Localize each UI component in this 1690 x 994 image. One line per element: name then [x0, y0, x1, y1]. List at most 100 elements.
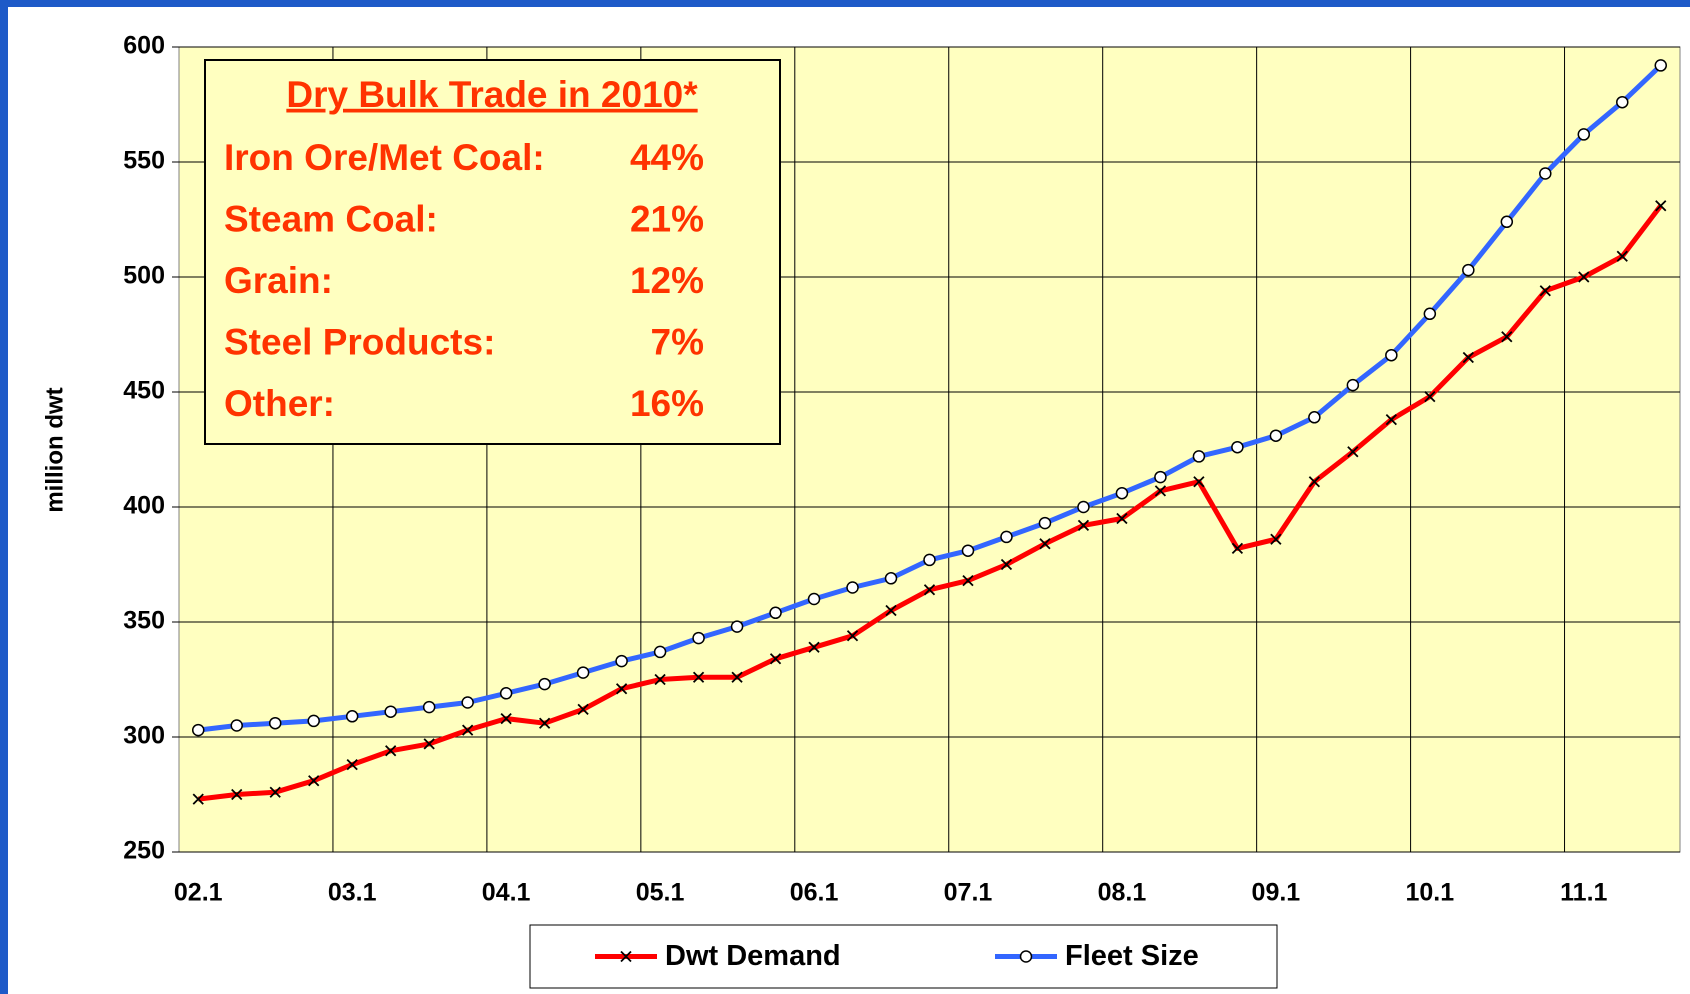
annotation-title: Dry Bulk Trade in 2010* — [286, 74, 698, 115]
marker — [1347, 446, 1359, 458]
annotation-label: Steel Products: — [224, 321, 495, 362]
x-tick-label: 04.1 — [482, 879, 531, 907]
marker — [538, 717, 551, 729]
marker — [620, 950, 632, 963]
marker — [962, 574, 974, 587]
x-tick-label: 11.1 — [1560, 879, 1607, 907]
marker — [1385, 413, 1397, 426]
y-tick-label: 600 — [123, 32, 165, 60]
marker — [846, 630, 859, 642]
marker — [1019, 950, 1033, 963]
y-tick-label: 250 — [123, 837, 165, 865]
marker — [1462, 263, 1475, 277]
marker — [538, 677, 551, 691]
y-tick-label: 500 — [123, 262, 165, 290]
marker — [1000, 530, 1013, 544]
marker — [499, 687, 513, 700]
marker — [384, 705, 397, 718]
x-tick-label: 09.1 — [1252, 879, 1301, 907]
marker — [1539, 167, 1552, 180]
marker — [731, 671, 743, 683]
marker — [1577, 128, 1591, 141]
marker — [1424, 390, 1436, 403]
x-tick-label: 10.1 — [1405, 879, 1454, 907]
legend-label: Dwt Demand — [665, 940, 841, 972]
marker — [1385, 348, 1398, 362]
marker — [231, 788, 243, 801]
marker — [1154, 470, 1167, 484]
annotation-value: 44% — [630, 137, 704, 178]
marker — [1192, 450, 1206, 463]
marker — [692, 631, 705, 645]
annotation-label: Steam Coal: — [224, 198, 438, 239]
marker — [345, 710, 359, 723]
marker — [308, 775, 320, 787]
marker — [1039, 538, 1051, 550]
annotation-label: Grain: — [224, 260, 333, 301]
marker — [653, 645, 667, 659]
marker — [1539, 285, 1551, 297]
y-tick-label: 350 — [123, 607, 165, 635]
x-tick-label: 03.1 — [328, 879, 377, 907]
annotation-value: 16% — [630, 383, 704, 424]
annotation-label: Iron Ore/Met Coal: — [224, 137, 545, 178]
marker — [1308, 476, 1321, 488]
marker — [423, 738, 435, 750]
marker — [846, 581, 859, 594]
marker — [885, 604, 897, 617]
marker — [230, 719, 243, 732]
marker — [1346, 378, 1360, 392]
marker — [462, 724, 474, 736]
marker — [422, 700, 436, 714]
marker — [385, 745, 397, 757]
marker — [1116, 512, 1128, 525]
marker — [1193, 476, 1205, 488]
marker — [808, 641, 820, 653]
y-tick-label: 550 — [123, 147, 165, 175]
annotation-value: 21% — [630, 198, 704, 239]
marker — [1000, 558, 1013, 571]
marker — [884, 572, 898, 585]
marker — [692, 671, 705, 683]
marker — [1308, 411, 1321, 424]
marker — [1462, 351, 1474, 364]
marker — [1231, 542, 1244, 555]
marker — [1616, 250, 1628, 262]
marker — [1501, 331, 1513, 343]
marker — [769, 653, 782, 665]
annotation-value: 7% — [651, 321, 704, 362]
marker — [654, 673, 666, 686]
marker — [576, 666, 590, 679]
marker — [461, 696, 474, 709]
y-tick-label: 450 — [123, 377, 165, 405]
marker — [1578, 271, 1590, 283]
marker — [1269, 429, 1283, 442]
marker — [923, 584, 936, 596]
marker — [191, 723, 205, 737]
marker — [615, 654, 628, 668]
marker — [307, 714, 320, 728]
y-tick-label: 300 — [123, 722, 165, 750]
marker — [268, 716, 282, 730]
marker — [1654, 59, 1668, 72]
marker — [500, 712, 512, 725]
marker — [807, 592, 821, 606]
marker — [730, 620, 744, 633]
marker — [192, 793, 204, 805]
annotation-box — [204, 59, 781, 445]
marker — [615, 683, 628, 695]
marker — [1077, 519, 1090, 532]
marker — [1423, 307, 1437, 321]
annotation-label: Other: — [224, 383, 335, 424]
marker — [1616, 95, 1629, 109]
x-tick-label: 07.1 — [944, 879, 993, 907]
x-tick-label: 06.1 — [790, 879, 839, 907]
marker — [1231, 440, 1244, 454]
marker — [1077, 500, 1090, 514]
marker — [923, 553, 936, 567]
marker — [1115, 486, 1129, 500]
marker — [961, 544, 975, 557]
marker — [1038, 516, 1052, 530]
